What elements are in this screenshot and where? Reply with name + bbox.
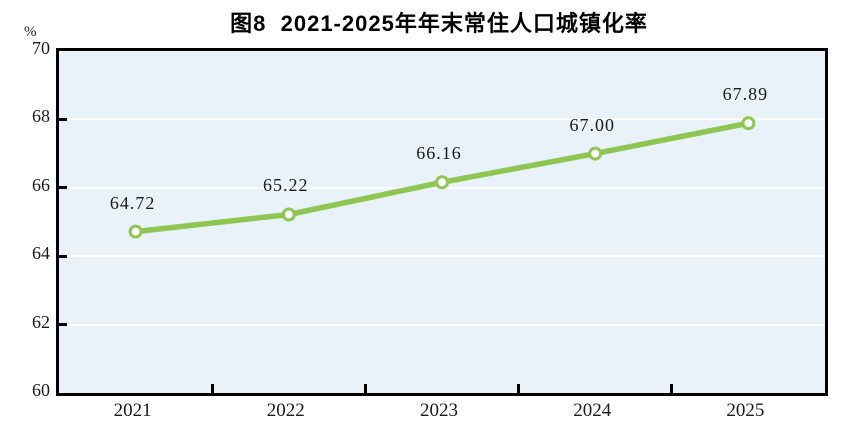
x-axis-label-2024: 2024 bbox=[573, 400, 612, 421]
y-axis-label-70: 70 bbox=[32, 38, 50, 58]
y-axis-label-64: 64 bbox=[32, 243, 50, 264]
data-point-marker-2024 bbox=[588, 146, 603, 161]
data-line-svg bbox=[128, 116, 756, 239]
data-point-label-2023: 66.16 bbox=[416, 143, 462, 164]
data-point-marker-2021 bbox=[128, 224, 143, 239]
gridline-68 bbox=[59, 118, 825, 121]
x-tick-1 bbox=[210, 384, 214, 393]
data-point-label-2021: 64.72 bbox=[109, 192, 156, 213]
plot-background bbox=[59, 51, 825, 393]
x-axis-label-2022: 2022 bbox=[266, 400, 305, 421]
plot-area bbox=[56, 48, 828, 396]
data-point-label-2024: 67.00 bbox=[569, 114, 615, 135]
y-tick-66 bbox=[59, 186, 67, 190]
y-axis-label-66: 66 bbox=[32, 174, 50, 195]
y-axis-unit-label: % bbox=[24, 24, 37, 40]
y-tick-68 bbox=[59, 117, 67, 121]
chart-title: 图8 2021-2025年年末常住人口城镇化率 bbox=[230, 11, 648, 36]
y-tick-64 bbox=[59, 254, 67, 258]
y-tick-62 bbox=[59, 323, 67, 327]
y-axis-label-62: 62 bbox=[32, 311, 50, 332]
gridline-62 bbox=[59, 323, 825, 326]
x-axis-label-2025: 2025 bbox=[726, 400, 765, 421]
data-point-marker-2022 bbox=[281, 207, 296, 222]
y-axis-label-68: 68 bbox=[32, 106, 50, 127]
data-point-marker-2023 bbox=[435, 175, 449, 190]
x-tick-4 bbox=[670, 384, 674, 393]
x-axis-label-2021: 2021 bbox=[113, 400, 152, 421]
x-tick-2 bbox=[363, 384, 367, 393]
gridline-64 bbox=[59, 255, 825, 258]
data-point-label-2025: 67.89 bbox=[722, 84, 769, 105]
data-point-label-2022: 65.22 bbox=[263, 175, 309, 196]
x-axis-label-2023: 2023 bbox=[420, 400, 458, 421]
y-axis-label-60: 60 bbox=[32, 380, 50, 400]
data-point-marker-2025 bbox=[741, 116, 756, 131]
x-tick-3 bbox=[517, 384, 521, 393]
